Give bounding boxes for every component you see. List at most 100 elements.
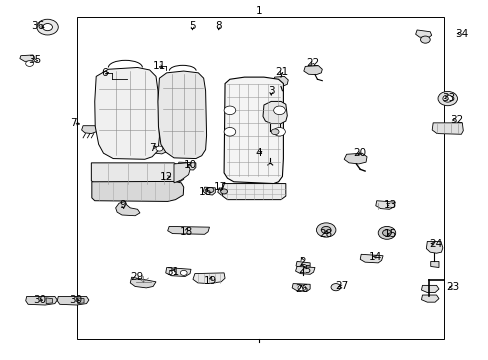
PathPatch shape [360,254,382,263]
PathPatch shape [178,162,196,170]
Text: 14: 14 [368,252,382,262]
Circle shape [224,127,235,136]
PathPatch shape [193,273,224,284]
PathPatch shape [430,261,438,267]
Circle shape [273,106,285,114]
PathPatch shape [217,188,229,195]
Text: 13: 13 [383,200,396,210]
PathPatch shape [158,71,206,158]
Circle shape [437,91,457,106]
Text: 24: 24 [428,239,441,249]
Circle shape [26,61,33,66]
Circle shape [330,284,340,291]
PathPatch shape [222,184,285,200]
Circle shape [271,129,279,135]
Text: 17: 17 [213,182,226,192]
PathPatch shape [263,150,277,158]
PathPatch shape [203,187,215,195]
PathPatch shape [295,266,314,274]
PathPatch shape [291,284,309,292]
PathPatch shape [167,226,209,234]
PathPatch shape [375,201,394,209]
Text: 22: 22 [305,58,319,68]
Text: 5: 5 [189,21,195,31]
Circle shape [180,270,187,275]
Text: 2: 2 [299,257,305,267]
PathPatch shape [57,296,89,305]
Text: 18: 18 [179,227,192,237]
PathPatch shape [130,277,156,288]
Text: 36: 36 [31,21,44,31]
PathPatch shape [46,298,52,303]
Text: 27: 27 [334,282,347,292]
Text: 30: 30 [69,295,81,305]
Circle shape [316,223,335,237]
Text: 32: 32 [449,115,462,125]
Text: 16: 16 [199,187,212,197]
Text: 23: 23 [446,282,459,292]
Circle shape [442,95,452,102]
PathPatch shape [20,55,34,62]
Circle shape [42,23,52,31]
Text: 31: 31 [165,267,179,277]
Text: 26: 26 [294,284,307,294]
Text: 21: 21 [274,67,287,77]
PathPatch shape [431,123,462,134]
Text: 34: 34 [454,28,467,39]
Circle shape [377,226,395,239]
PathPatch shape [415,30,431,38]
Text: 19: 19 [203,276,217,286]
PathPatch shape [165,267,191,276]
Text: 25: 25 [298,265,311,275]
Text: 7: 7 [148,143,155,153]
Text: 20: 20 [353,148,366,158]
PathPatch shape [303,66,322,75]
Bar [77,18,443,339]
PathPatch shape [272,76,287,86]
Text: 33: 33 [441,93,454,103]
Circle shape [37,19,58,35]
PathPatch shape [174,163,190,183]
Circle shape [420,36,429,43]
Circle shape [156,146,163,151]
PathPatch shape [91,163,182,184]
PathPatch shape [426,242,442,253]
Text: 1: 1 [255,6,262,17]
Text: 12: 12 [160,172,173,182]
Circle shape [169,270,176,275]
PathPatch shape [421,285,438,293]
PathPatch shape [81,126,98,134]
Circle shape [382,230,390,236]
PathPatch shape [263,102,287,123]
PathPatch shape [224,77,283,184]
PathPatch shape [26,296,57,305]
Text: 8: 8 [215,21,222,31]
Circle shape [206,188,213,193]
Text: 9: 9 [120,200,126,210]
PathPatch shape [116,202,140,216]
Circle shape [321,226,330,234]
PathPatch shape [344,153,366,164]
Circle shape [273,127,285,136]
Text: 7: 7 [70,118,77,128]
Text: 29: 29 [130,272,143,282]
Text: 6: 6 [102,68,108,78]
Circle shape [224,106,235,114]
Text: 10: 10 [183,159,196,170]
Circle shape [297,285,305,291]
Text: 3: 3 [267,86,274,96]
PathPatch shape [421,295,438,302]
Text: 11: 11 [152,61,166,71]
Text: 15: 15 [383,229,396,239]
PathPatch shape [152,147,166,154]
Text: 35: 35 [28,55,41,65]
PathPatch shape [95,67,159,159]
Text: 28: 28 [319,229,332,239]
PathPatch shape [295,261,309,269]
PathPatch shape [92,181,183,202]
PathPatch shape [78,298,84,303]
Text: 30: 30 [33,295,46,305]
Circle shape [220,189,227,194]
Text: 4: 4 [255,148,262,158]
PathPatch shape [168,175,183,181]
